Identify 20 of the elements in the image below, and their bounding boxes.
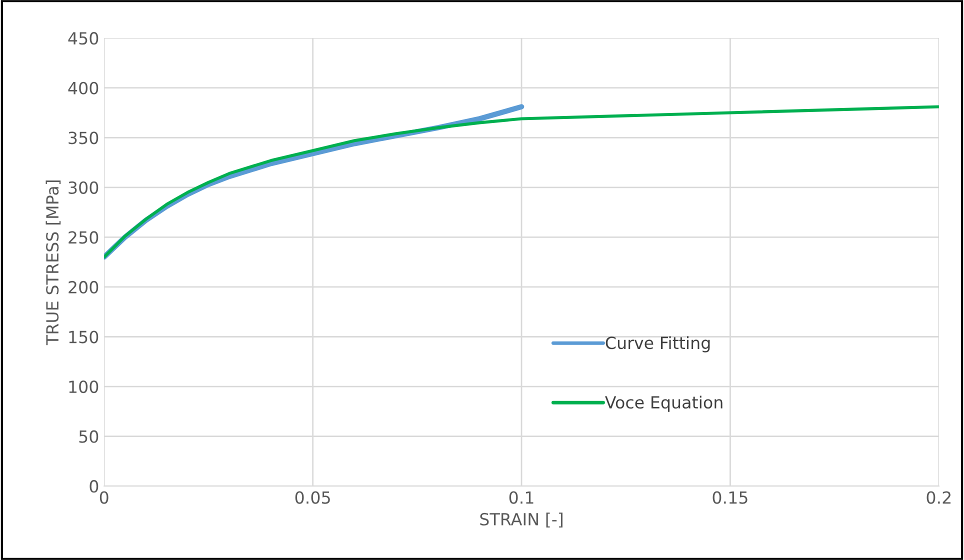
y-axis-title: TRUE STRESS [MPa] bbox=[46, 180, 61, 346]
legend-label: Voce Equation bbox=[605, 396, 722, 412]
legend-label: Curve Fitting bbox=[606, 336, 710, 352]
x-tick-label: 0.2 bbox=[926, 491, 951, 504]
y-tick-label: 300 bbox=[68, 181, 98, 194]
y-tick-label: 50 bbox=[79, 430, 98, 443]
x-tick-label: 0.1 bbox=[509, 491, 534, 504]
y-tick-label: 400 bbox=[68, 82, 98, 94]
x-tick-label: 0.15 bbox=[712, 491, 748, 504]
y-tick-label: 250 bbox=[68, 231, 98, 244]
x-tick-label: 0.05 bbox=[295, 491, 330, 504]
y-tick-label: 100 bbox=[69, 380, 98, 394]
y-tick-label: 150 bbox=[69, 330, 98, 344]
y-tick-label: 350 bbox=[68, 132, 98, 144]
line-series bbox=[104, 105, 939, 259]
x-axis-title: STRAIN [-] bbox=[480, 512, 562, 528]
y-tick-label: 200 bbox=[68, 280, 98, 294]
y-tick-label: 0 bbox=[90, 480, 98, 493]
x-tick-label: 0 bbox=[100, 491, 108, 504]
y-tick-label: 450 bbox=[68, 32, 98, 45]
